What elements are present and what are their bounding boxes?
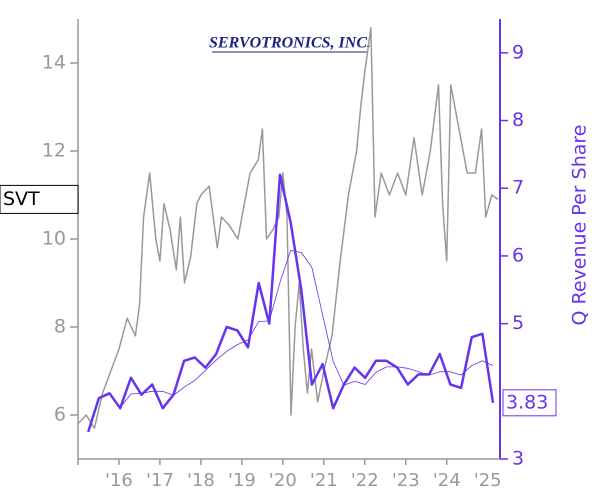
series-line — [119, 250, 494, 408]
x-tick-label: '19 — [228, 470, 256, 491]
y-tick-label: 8 — [54, 316, 66, 338]
y2-tick-label: 6 — [512, 244, 524, 266]
x-tick-label: '23 — [392, 470, 420, 491]
x-tick-label: '20 — [269, 470, 297, 491]
x-tick-label: '25 — [474, 470, 502, 491]
x-tick-label: '17 — [146, 470, 174, 491]
value-label: 3.83 — [506, 391, 548, 413]
y-tick-label: 14 — [42, 52, 66, 74]
y2-tick-label: 3 — [512, 448, 524, 470]
series-line — [77, 27, 499, 429]
y2-tick-label: 8 — [512, 109, 524, 131]
y2-tick-label: 7 — [512, 177, 524, 199]
x-tick-label: '24 — [433, 470, 461, 491]
y2-tick-label: 5 — [512, 312, 524, 334]
price-label: SVT — [3, 188, 40, 210]
price-label-box — [0, 184, 79, 214]
x-tick-label: '18 — [187, 470, 215, 491]
series-line — [87, 173, 495, 433]
y2-axis-label: Q Revenue Per Share — [569, 125, 591, 326]
x-tick-label: '21 — [310, 470, 338, 491]
x-tick-label: '22 — [351, 470, 379, 491]
value-label-box — [502, 389, 557, 417]
y-tick-label: 12 — [42, 140, 66, 162]
logo: SERVOTRONICS, INC. — [209, 35, 371, 52]
y2-tick-label: 9 — [512, 41, 524, 63]
y-tick-label: 6 — [54, 404, 66, 426]
x-tick-label: '16 — [105, 470, 133, 491]
y-tick-label: 10 — [42, 228, 66, 250]
